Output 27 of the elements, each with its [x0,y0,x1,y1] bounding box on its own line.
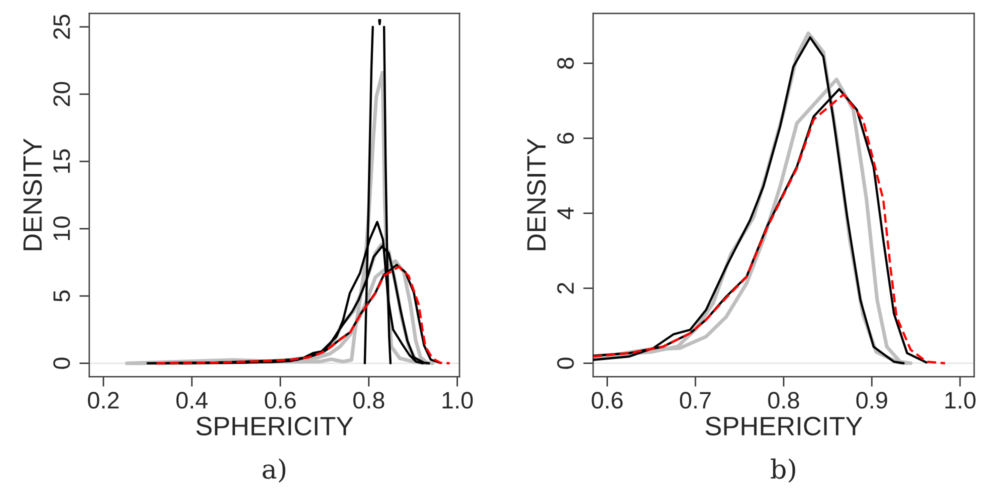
y-tick-label: 25 [53,14,70,39]
text: a) [262,458,286,483]
y-tick-label: 8 [557,58,574,69]
y-tick-label: 4 [557,207,574,220]
y-tick-label: 15 [54,149,70,173]
x-tick-label: 0.8 [768,392,800,409]
x-tick-label: 0.4 [176,392,208,409]
y-tick-label: 20 [53,82,70,106]
y-axis-title: DENSITY [527,138,546,250]
x-tick-label: 0.7 [680,392,711,409]
text: b) [770,458,796,483]
y-tick-label: 5 [54,290,70,302]
y-tick-label: 6 [557,132,574,144]
y-tick-label: 2 [557,282,574,294]
x-tick-label: 0.8 [353,392,384,409]
x-axis-title: SPHERICITY [706,416,862,436]
x-tick-label: 0.2 [88,392,119,409]
x-tick-label: 0.6 [264,392,296,409]
x-tick-label: 1.0 [945,392,976,409]
y-tick-label: 0 [53,358,70,369]
x-axis-title: SPHERICITY [196,416,353,436]
x-tick-label: 0.6 [592,392,623,409]
y-tick-label: 0 [557,358,574,369]
x-tick-label: 0.9 [856,392,888,409]
x-tick-label: 1.0 [442,392,473,409]
y-axis-title: DENSITY [23,138,42,250]
y-tick-label: 10 [53,216,70,240]
